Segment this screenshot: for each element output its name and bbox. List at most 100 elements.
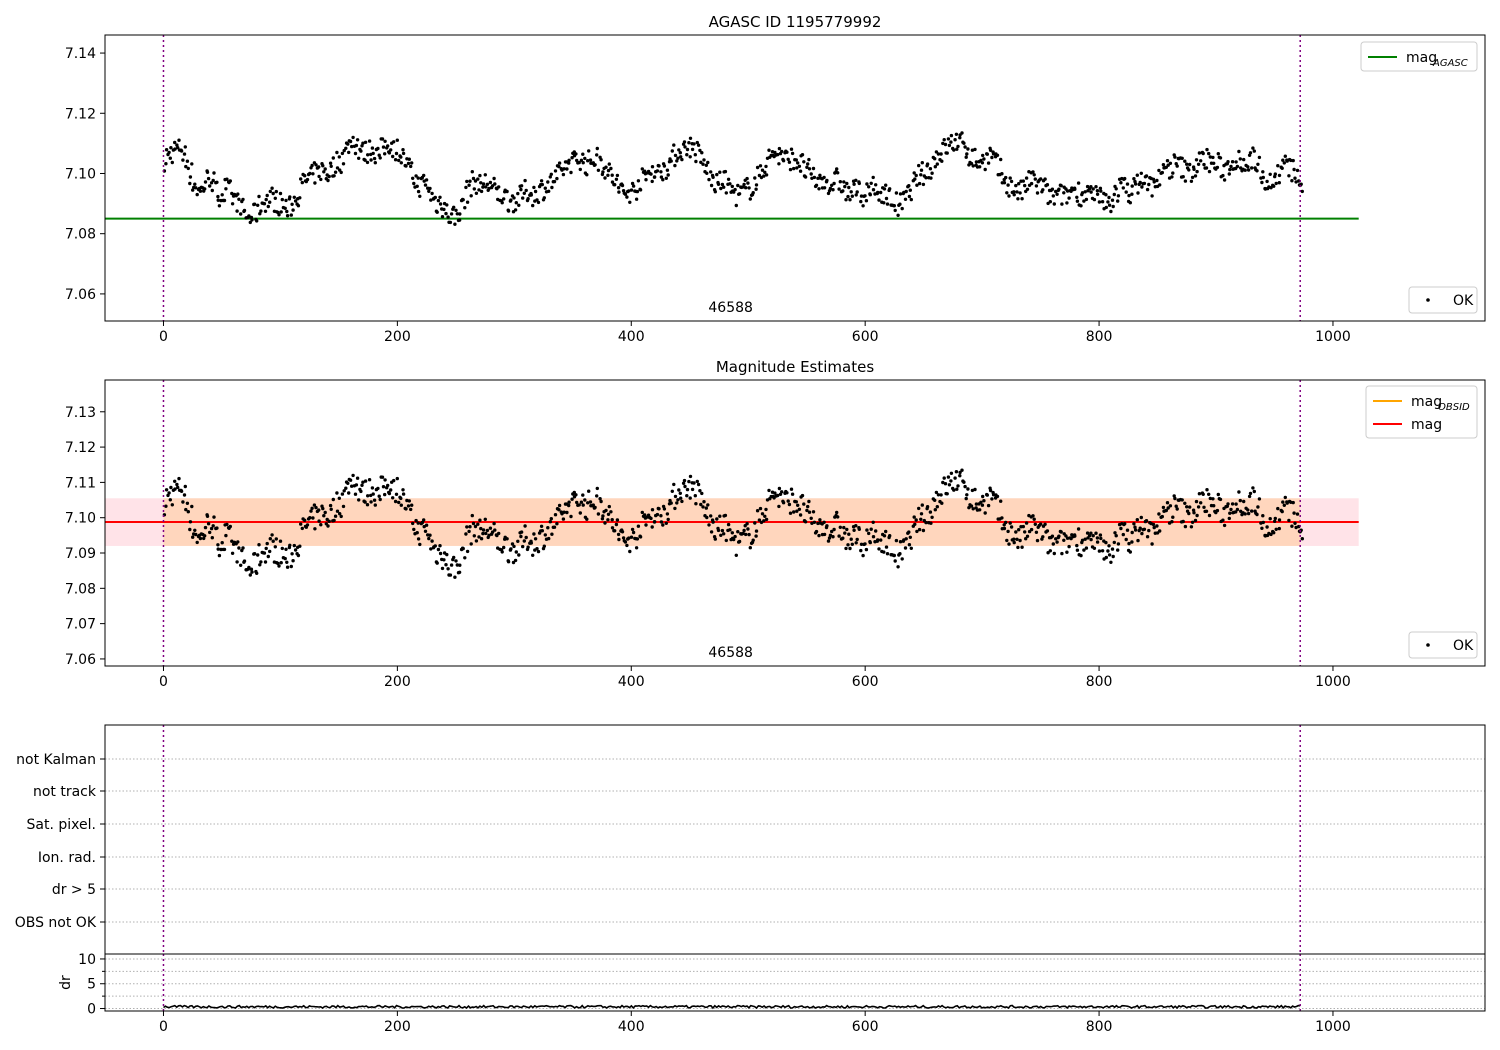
x-tick-label: 800 <box>1086 674 1113 690</box>
data-point <box>893 559 897 563</box>
data-point <box>1127 541 1131 546</box>
data-point <box>800 493 805 498</box>
data-point <box>535 547 539 551</box>
data-point <box>252 552 257 556</box>
data-point <box>239 563 243 567</box>
data-point <box>1124 190 1128 194</box>
data-point <box>707 177 711 182</box>
data-point <box>744 532 748 537</box>
data-point <box>438 544 442 548</box>
data-point <box>818 173 822 177</box>
data-point <box>649 172 653 176</box>
data-point <box>322 170 326 174</box>
data-point <box>543 533 547 537</box>
data-point <box>321 506 325 511</box>
data-point <box>453 575 457 579</box>
data-point <box>734 203 738 208</box>
data-point <box>514 550 518 554</box>
data-point <box>449 563 454 567</box>
data-point <box>423 529 428 533</box>
data-point <box>908 188 912 192</box>
data-point <box>1229 164 1233 169</box>
data-point <box>685 494 689 498</box>
data-point <box>1273 172 1278 176</box>
data-point <box>285 209 289 214</box>
data-point <box>348 478 353 482</box>
data-point <box>164 148 169 152</box>
x-tick-label: 0 <box>159 674 168 690</box>
data-point <box>410 161 414 165</box>
data-point <box>638 535 643 539</box>
data-point <box>394 492 399 496</box>
data-point <box>445 203 449 207</box>
data-point <box>1290 524 1294 528</box>
data-point <box>1235 507 1240 512</box>
legend-box <box>1360 41 1478 72</box>
data-point <box>716 528 721 533</box>
axes-frame <box>104 34 1486 322</box>
data-point <box>915 529 919 534</box>
data-point <box>649 516 653 521</box>
data-point <box>877 547 881 551</box>
data-point <box>455 212 459 216</box>
data-point <box>509 547 513 551</box>
data-point <box>529 193 533 197</box>
data-point <box>1208 155 1213 159</box>
data-point <box>473 524 478 529</box>
y-tick-label: 7.12 <box>65 106 96 122</box>
data-point <box>665 512 670 516</box>
data-point <box>841 189 845 193</box>
data-point <box>1065 536 1070 540</box>
data-point <box>332 518 336 523</box>
data-point <box>682 478 687 483</box>
data-point <box>1272 184 1276 188</box>
data-point <box>640 167 644 171</box>
data-point <box>273 196 277 200</box>
data-point <box>283 556 287 561</box>
data-point <box>416 521 420 525</box>
data-point <box>724 191 728 195</box>
data-point <box>1215 508 1220 513</box>
data-point <box>896 213 900 217</box>
data-point <box>695 140 699 145</box>
data-point <box>185 159 190 163</box>
data-point <box>917 163 921 168</box>
data-point <box>444 211 448 216</box>
data-point <box>1216 152 1221 156</box>
data-point <box>827 536 832 540</box>
data-point <box>1095 536 1100 540</box>
data-point <box>1083 537 1087 541</box>
data-point <box>974 502 979 506</box>
data-point <box>1295 168 1300 173</box>
data-point <box>256 553 260 557</box>
data-point <box>1015 190 1019 194</box>
data-point <box>378 156 382 160</box>
data-point <box>836 515 840 519</box>
data-point <box>693 494 697 498</box>
data-point <box>600 517 605 521</box>
data-point <box>1051 542 1056 546</box>
data-point <box>206 176 211 181</box>
data-point <box>340 151 345 156</box>
data-point <box>561 172 566 177</box>
data-point <box>894 191 899 195</box>
data-point <box>220 193 224 197</box>
flag-category-label: not track <box>33 784 97 800</box>
data-point <box>1187 168 1191 172</box>
data-point <box>787 502 792 507</box>
data-point <box>676 156 680 160</box>
data-point <box>193 528 197 532</box>
data-point <box>540 529 544 533</box>
data-point <box>476 522 480 526</box>
data-point <box>392 478 396 483</box>
data-point <box>404 164 408 168</box>
data-point <box>933 157 937 161</box>
y-tick-label: 5 <box>87 977 96 993</box>
data-point <box>367 478 372 482</box>
data-point <box>614 177 619 181</box>
data-point <box>871 175 875 180</box>
data-point <box>1104 193 1108 197</box>
data-point <box>395 476 399 481</box>
data-point <box>1114 534 1118 538</box>
